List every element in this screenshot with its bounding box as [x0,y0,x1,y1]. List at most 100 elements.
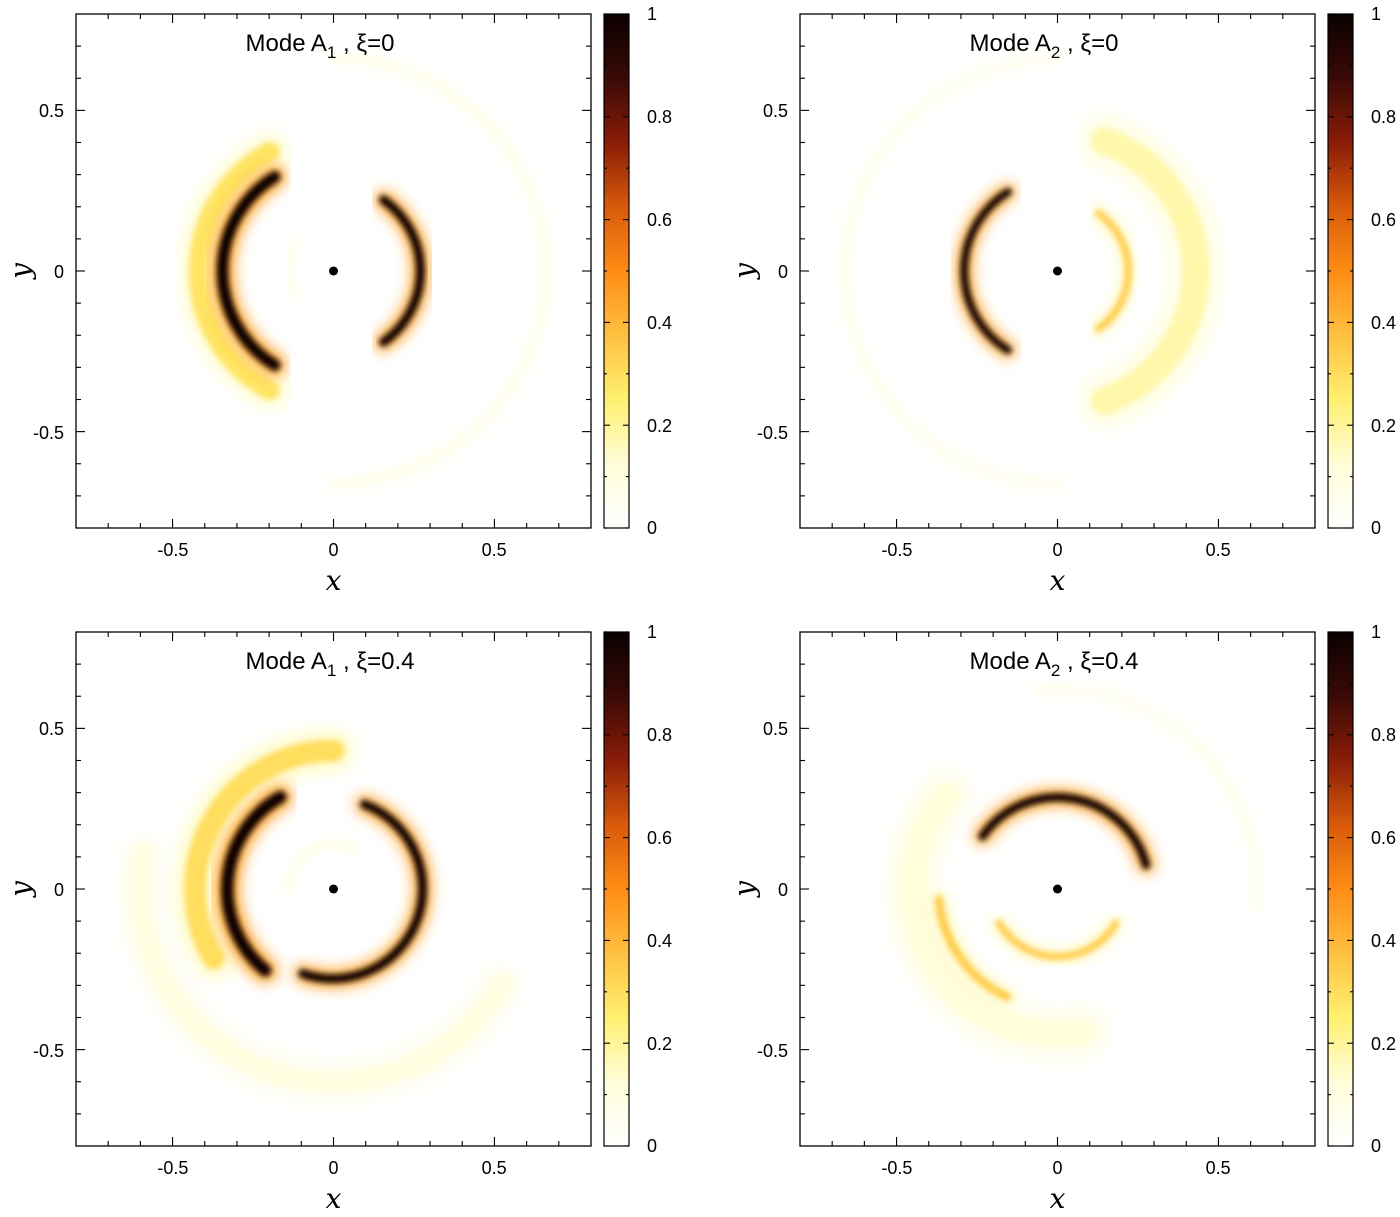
colorbar-tick-label: 0.4 [1371,931,1396,951]
heatmap-crescent [298,799,427,984]
x-tick-label: 0.5 [482,1158,507,1178]
panel-1: -0.5 0 0.5 0.5 0 -0.5 x y Mode A2 , ξ=0 … [728,4,1396,597]
x-tick-label: 0 [328,1158,338,1178]
colorbar-tick-label: 0 [1371,518,1381,538]
center-marker [1053,884,1062,894]
y-axis-label: y [4,262,37,281]
x-tick-label: 0 [1052,1158,1062,1178]
x-tick-label: -0.5 [157,540,188,560]
y-tick-label: 0.5 [39,101,64,121]
x-axis-label: x [1050,564,1066,597]
colorbar-tick-label: 1 [1371,4,1381,24]
colorbar [1327,13,1354,529]
colorbar-tick-label: 0.4 [1371,313,1396,333]
heatmap-crescent [841,54,1062,488]
colorbar-tick-label: 0 [1371,1136,1381,1156]
heatmap-crescent [221,790,287,977]
colorbar [603,631,630,1147]
colorbar-ticks [604,631,629,1147]
colorbar [603,13,630,529]
plot-title: Mode A2 , ξ=0 [970,30,1119,62]
y-axis-label: y [728,880,761,899]
y-axis-label: y [728,262,761,281]
y-tick-label: 0 [778,262,788,282]
colorbar-tick-label: 0.2 [1371,1034,1396,1054]
plot-title: Mode A1 , ξ=0 [246,30,395,62]
colorbar-tick-label: 0.6 [1371,828,1396,848]
x-tick-label: -0.5 [881,1158,912,1178]
axis-ticks [76,14,591,528]
center-marker [329,884,338,894]
colorbar-tick-label: 0.6 [1371,210,1396,230]
axis-ticks [76,632,591,1146]
x-tick-label: 0 [1052,540,1062,560]
panel-3: -0.5 0 0.5 0.5 0 -0.5 x y Mode A2 , ξ=0.… [728,622,1396,1215]
colorbar-tick-label: 0 [647,1136,657,1156]
colorbar-ticks [604,13,629,529]
x-tick-label: -0.5 [881,540,912,560]
colorbar-tick-label: 0 [647,518,657,538]
y-tick-label: 0 [778,880,788,900]
plot-title: Mode A2 , ξ=0.4 [970,648,1139,680]
heatmap-crescent [184,739,345,970]
colorbar-tick-label: 0.6 [647,828,672,848]
heatmap-layer [179,50,555,492]
heatmap-crescent [995,919,1120,960]
y-tick-label: 0 [54,880,64,900]
y-tick-label: -0.5 [757,423,788,443]
colorbar-tick-label: 0.8 [1371,725,1396,745]
colorbar [1327,631,1354,1147]
colorbar-tick-label: 0.4 [647,931,672,951]
x-tick-label: 0 [328,540,338,560]
heatmap-layer [836,50,1224,492]
heatmap-crescent [188,142,280,400]
y-tick-label: 0.5 [763,719,788,739]
heatmap-crescent [378,195,425,347]
x-tick-label: 0.5 [1206,1158,1231,1178]
colorbar-tick-label: 0.8 [647,725,672,745]
heatmap-crescent [216,171,281,371]
colorbar-tick-label: 0.2 [647,416,672,436]
x-axis-label: x [326,1182,342,1215]
colorbar-tick-label: 1 [1371,622,1381,642]
colorbar-tick-label: 0.8 [1371,107,1396,127]
x-tick-label: -0.5 [157,1158,188,1178]
colorbar-tick-label: 0.6 [647,210,672,230]
heatmap-crescent [1036,685,1262,911]
y-tick-label: 0.5 [39,719,64,739]
heatmap-layer [118,728,523,1104]
heatmap-crescent [1094,209,1132,333]
center-marker [329,266,338,276]
colorbar-tick-label: 0.2 [647,1034,672,1054]
x-tick-label: 0.5 [1206,540,1231,560]
colorbar-ticks [1328,631,1353,1147]
colorbar-ticks [1328,13,1353,529]
x-tick-label: 0.5 [482,540,507,560]
panel-0: -0.5 0 0.5 0.5 0 -0.5 x y Mode A1 , ξ=0 … [4,4,672,597]
heatmap-crescent [978,793,1151,870]
colorbar-tick-label: 0.4 [647,313,672,333]
colorbar-tick-label: 1 [647,622,657,642]
colorbar-tick-label: 0.2 [1371,416,1396,436]
x-axis-label: x [326,564,342,597]
heatmap-crescent [329,54,550,488]
colorbar-tick-label: 1 [647,4,657,24]
y-tick-label: -0.5 [757,1041,788,1061]
center-marker [1053,266,1062,276]
y-axis-label: y [4,880,37,899]
heatmap-crescent [934,895,1012,1002]
heatmap-crescent [285,239,302,303]
plot-title: Mode A1 , ξ=0.4 [246,648,415,680]
heatmap-crescent [129,844,512,1094]
y-tick-label: -0.5 [33,1041,64,1061]
heatmap-layer [885,681,1266,1062]
heatmap-crescent [285,841,359,892]
axis-ticks [800,632,1315,1146]
axis-ticks [800,14,1315,528]
x-axis-label: x [1050,1182,1066,1215]
heatmap-crescent [960,188,1012,354]
panel-2: -0.5 0 0.5 0.5 0 -0.5 x y Mode A1 , ξ=0.… [4,622,672,1215]
y-tick-label: 0.5 [763,101,788,121]
heatmap-crescent [899,782,1097,1048]
